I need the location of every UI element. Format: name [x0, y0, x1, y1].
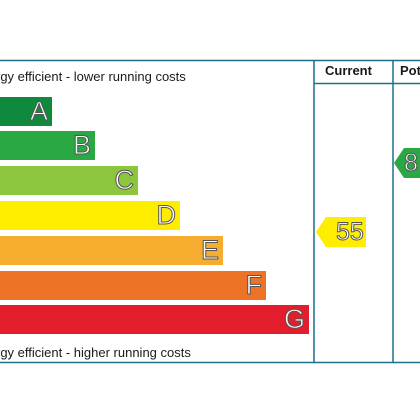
column-header-potential: Pot [400, 63, 420, 78]
caption-efficient: rgy efficient - lower running costs [0, 69, 186, 84]
rating-band-letter: D [156, 200, 176, 230]
potential-rating-value: 8 [404, 149, 419, 178]
rating-band-letter: F [245, 270, 262, 300]
potential-rating-arrow-shape [394, 148, 420, 178]
rating-band-f: F [0, 270, 266, 300]
rating-band-e: E [0, 235, 223, 265]
rating-band-d: D [0, 200, 180, 230]
potential-rating-arrow: 8 [394, 148, 420, 178]
rating-band-letter: A [29, 96, 48, 126]
rating-band-b: B [0, 130, 95, 160]
rating-band-a: A [0, 96, 52, 126]
current-rating-value: 55 [336, 218, 365, 247]
rating-band-g: G [0, 304, 309, 334]
rating-band-letter: C [114, 165, 134, 195]
caption-inefficient: rgy efficient - higher running costs [0, 345, 191, 360]
rating-band-letter: B [72, 130, 91, 160]
rating-band-letter: E [200, 235, 219, 265]
column-header-current: Current [325, 63, 372, 78]
current-rating-arrow-shape [316, 217, 366, 247]
rating-band-c: C [0, 165, 138, 195]
rating-band-letter: G [283, 304, 305, 334]
current-rating-arrow: 55 [316, 217, 366, 247]
